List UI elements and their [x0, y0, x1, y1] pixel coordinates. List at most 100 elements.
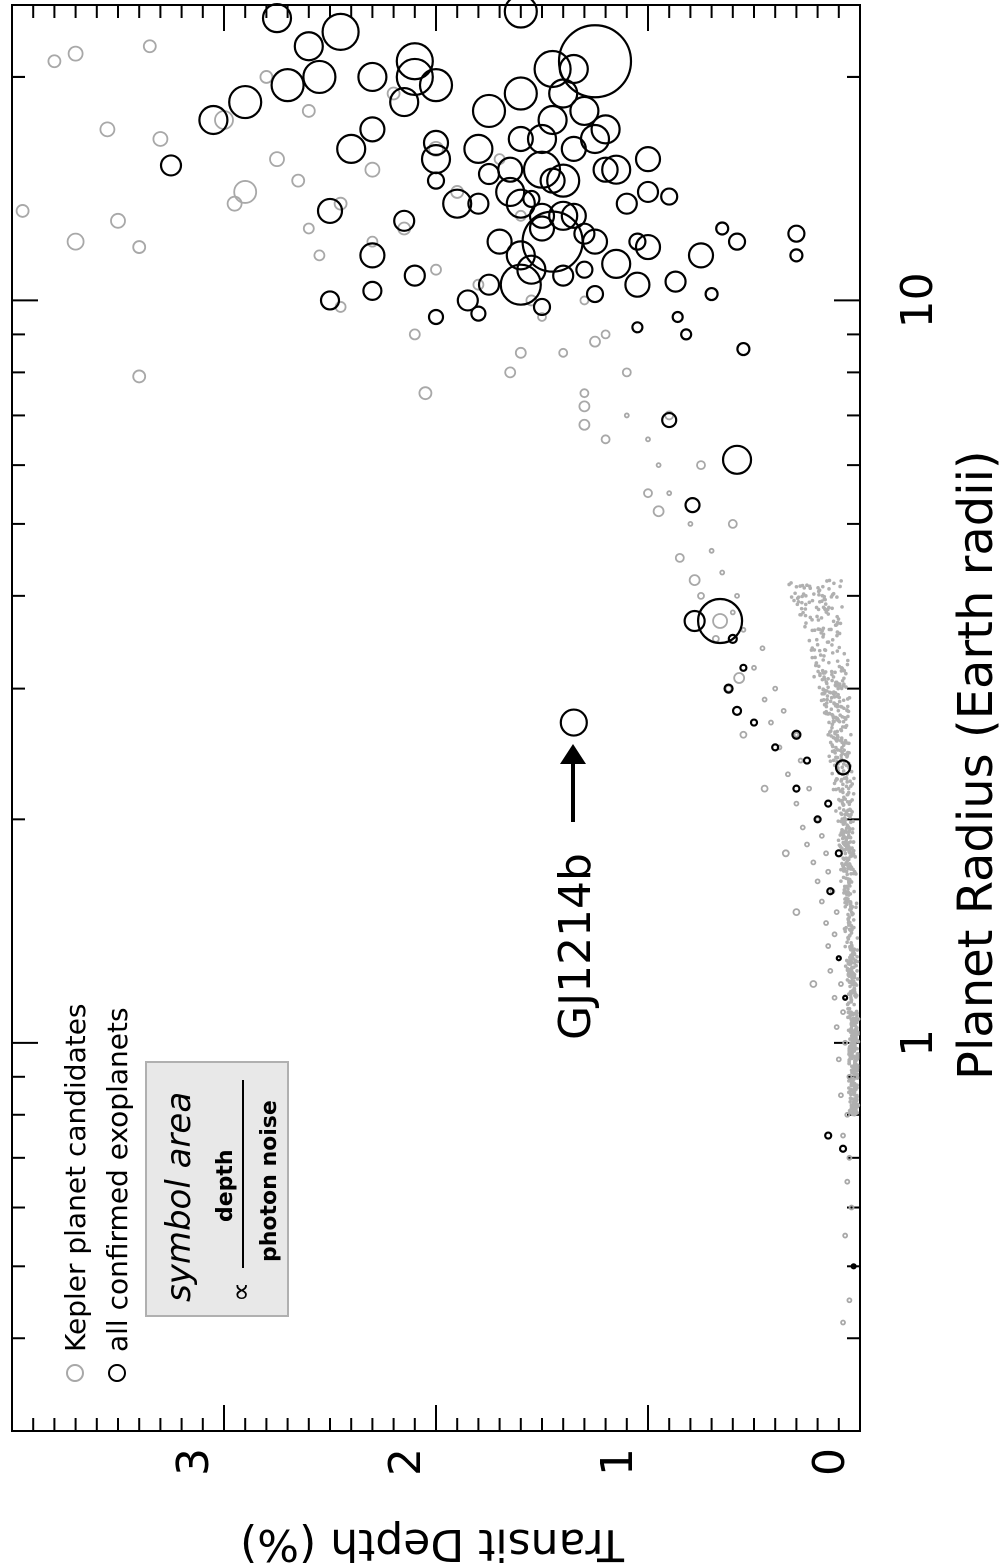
- kepler-candidate-point: [847, 900, 852, 904]
- confirmed-exoplanet-point: [850, 1263, 857, 1270]
- confirmed-exoplanet-point: [393, 209, 416, 232]
- kepler-candidate-point: [841, 808, 846, 812]
- kepler-candidate-point: [852, 1002, 856, 1007]
- kepler-candidate-point: [812, 592, 816, 596]
- kepler-candidate-point: [851, 918, 856, 922]
- kepler-candidate-point: [828, 759, 833, 764]
- kepler-candidate-point: [840, 846, 844, 851]
- confirmed-exoplanet-point: [477, 162, 501, 186]
- kepler-candidate-point: [818, 673, 822, 678]
- kepler-candidate-point: [386, 86, 401, 101]
- kepler-candidate-point: [803, 602, 808, 607]
- legend: Kepler planet candidates all confirmed e…: [59, 1003, 134, 1382]
- confirmed-exoplanet-point: [575, 260, 594, 279]
- kepler-candidate-point: [828, 729, 833, 733]
- kepler-candidate-point: [844, 900, 849, 904]
- kepler-candidate-point: [834, 809, 838, 813]
- kepler-candidate-point: [827, 754, 832, 759]
- kepler-candidate-point: [835, 595, 839, 599]
- confirmed-exoplanet-point: [727, 633, 738, 645]
- kepler-candidate-point: [836, 819, 841, 823]
- kepler-candidate-point: [834, 787, 838, 792]
- kepler-candidate-point: [851, 840, 856, 844]
- kepler-candidate-point: [846, 937, 851, 941]
- kepler-candidate-point: [850, 960, 854, 965]
- kepler-candidate-point: [845, 704, 850, 709]
- kepler-candidate-point: [797, 757, 804, 764]
- kepler-candidate-point: [848, 984, 852, 989]
- confirmed-exoplanet-point: [495, 176, 526, 208]
- confirmed-exoplanet-point: [664, 270, 687, 293]
- kepler-candidate-point: [831, 675, 836, 679]
- kepler-candidate-point: [839, 879, 843, 883]
- confirmed-exoplanet-point: [842, 994, 849, 1001]
- confirmed-exoplanet-point: [704, 286, 719, 302]
- kepler-candidate-point: [810, 655, 815, 660]
- kepler-candidate-point: [819, 616, 824, 620]
- depth-tick-label: 0: [804, 1448, 855, 1476]
- kepler-candidate-point: [849, 1026, 854, 1030]
- kepler-candidate-point: [842, 888, 847, 892]
- kepler-candidate-point: [408, 328, 421, 341]
- kepler-candidate-point: [821, 626, 826, 631]
- kepler-candidate-point: [835, 694, 840, 699]
- tick-labels: 0 1 2 3 4 1 10: [0, 272, 943, 1476]
- kepler-candidate-point: [856, 1017, 861, 1021]
- confirmed-exoplanet-point: [592, 156, 619, 183]
- kepler-candidate-point: [842, 748, 846, 752]
- kepler-candidate-point: [845, 966, 850, 971]
- kepler-candidate-point: [259, 70, 274, 84]
- kepler-candidate-point: [751, 664, 757, 671]
- kepler-candidate-point: [803, 613, 808, 618]
- kepler-candidate-point: [847, 1046, 851, 1051]
- kepler-candidate-point: [832, 701, 836, 706]
- kepler-candidate-point: [600, 434, 611, 445]
- kepler-candidate-point: [643, 488, 653, 499]
- kepler-candidate-point: [696, 460, 706, 471]
- kepler-candidate-point: [833, 1024, 840, 1030]
- kepler-candidate-point: [843, 820, 847, 825]
- kepler-candidate-point: [841, 841, 846, 846]
- kepler-candidate-point: [837, 843, 842, 847]
- kepler-candidate-point: [269, 151, 285, 168]
- confirmed-exoplanet-point: [456, 289, 479, 312]
- kepler-candidate-point: [792, 908, 801, 916]
- kepler-candidate-point: [855, 1051, 860, 1056]
- confirmed-exoplanet-point: [528, 215, 556, 242]
- kepler-candidate-point: [829, 695, 834, 700]
- kepler-candidate-point: [514, 209, 527, 222]
- kepler-candidate-point: [830, 744, 835, 749]
- kepler-candidate-point: [823, 850, 829, 857]
- confirmed-exoplanet-point: [634, 146, 662, 173]
- confirmed-exoplanet-point: [660, 187, 679, 206]
- confirmed-exoplanet-point: [389, 86, 420, 118]
- confirmed-exoplanet-point: [228, 84, 263, 120]
- kepler-candidate-point: [793, 591, 797, 596]
- confirmed-exoplanet-point: [683, 609, 706, 633]
- kepler-candidate-point: [846, 812, 850, 817]
- confirmed-exoplanet-point: [749, 718, 759, 727]
- kepler-candidate-point: [843, 724, 847, 729]
- kepler-candidate-point: [852, 889, 856, 894]
- kepler-candidate-point: [843, 944, 848, 949]
- confirmed-exoplanet-point: [471, 93, 507, 129]
- kepler-candidate-point: [827, 720, 831, 725]
- kepler-candidate-point: [852, 981, 856, 985]
- kepler-candidate-point: [47, 54, 62, 69]
- kepler-candidate-point: [837, 699, 842, 704]
- kepler-candidate-point: [841, 856, 845, 860]
- confirmed-exoplanet-point: [789, 248, 804, 263]
- kepler-candidate-point: [820, 599, 824, 604]
- kepler-candidate-point: [579, 388, 590, 399]
- kepler-candidate-point: [537, 312, 547, 322]
- kepler-candidate-point: [852, 1021, 857, 1026]
- kepler-candidate-point: [655, 462, 662, 469]
- confirmed-exoplanet-point: [522, 189, 541, 209]
- kepler-candidate-point: [810, 598, 815, 603]
- kepler-candidate-point: [829, 734, 833, 738]
- kepler-candidate-point: [827, 578, 832, 583]
- confirmed-exoplanet-point: [426, 171, 446, 190]
- kepler-candidate-point: [852, 1047, 857, 1052]
- kepler-candidate-point: [846, 714, 850, 719]
